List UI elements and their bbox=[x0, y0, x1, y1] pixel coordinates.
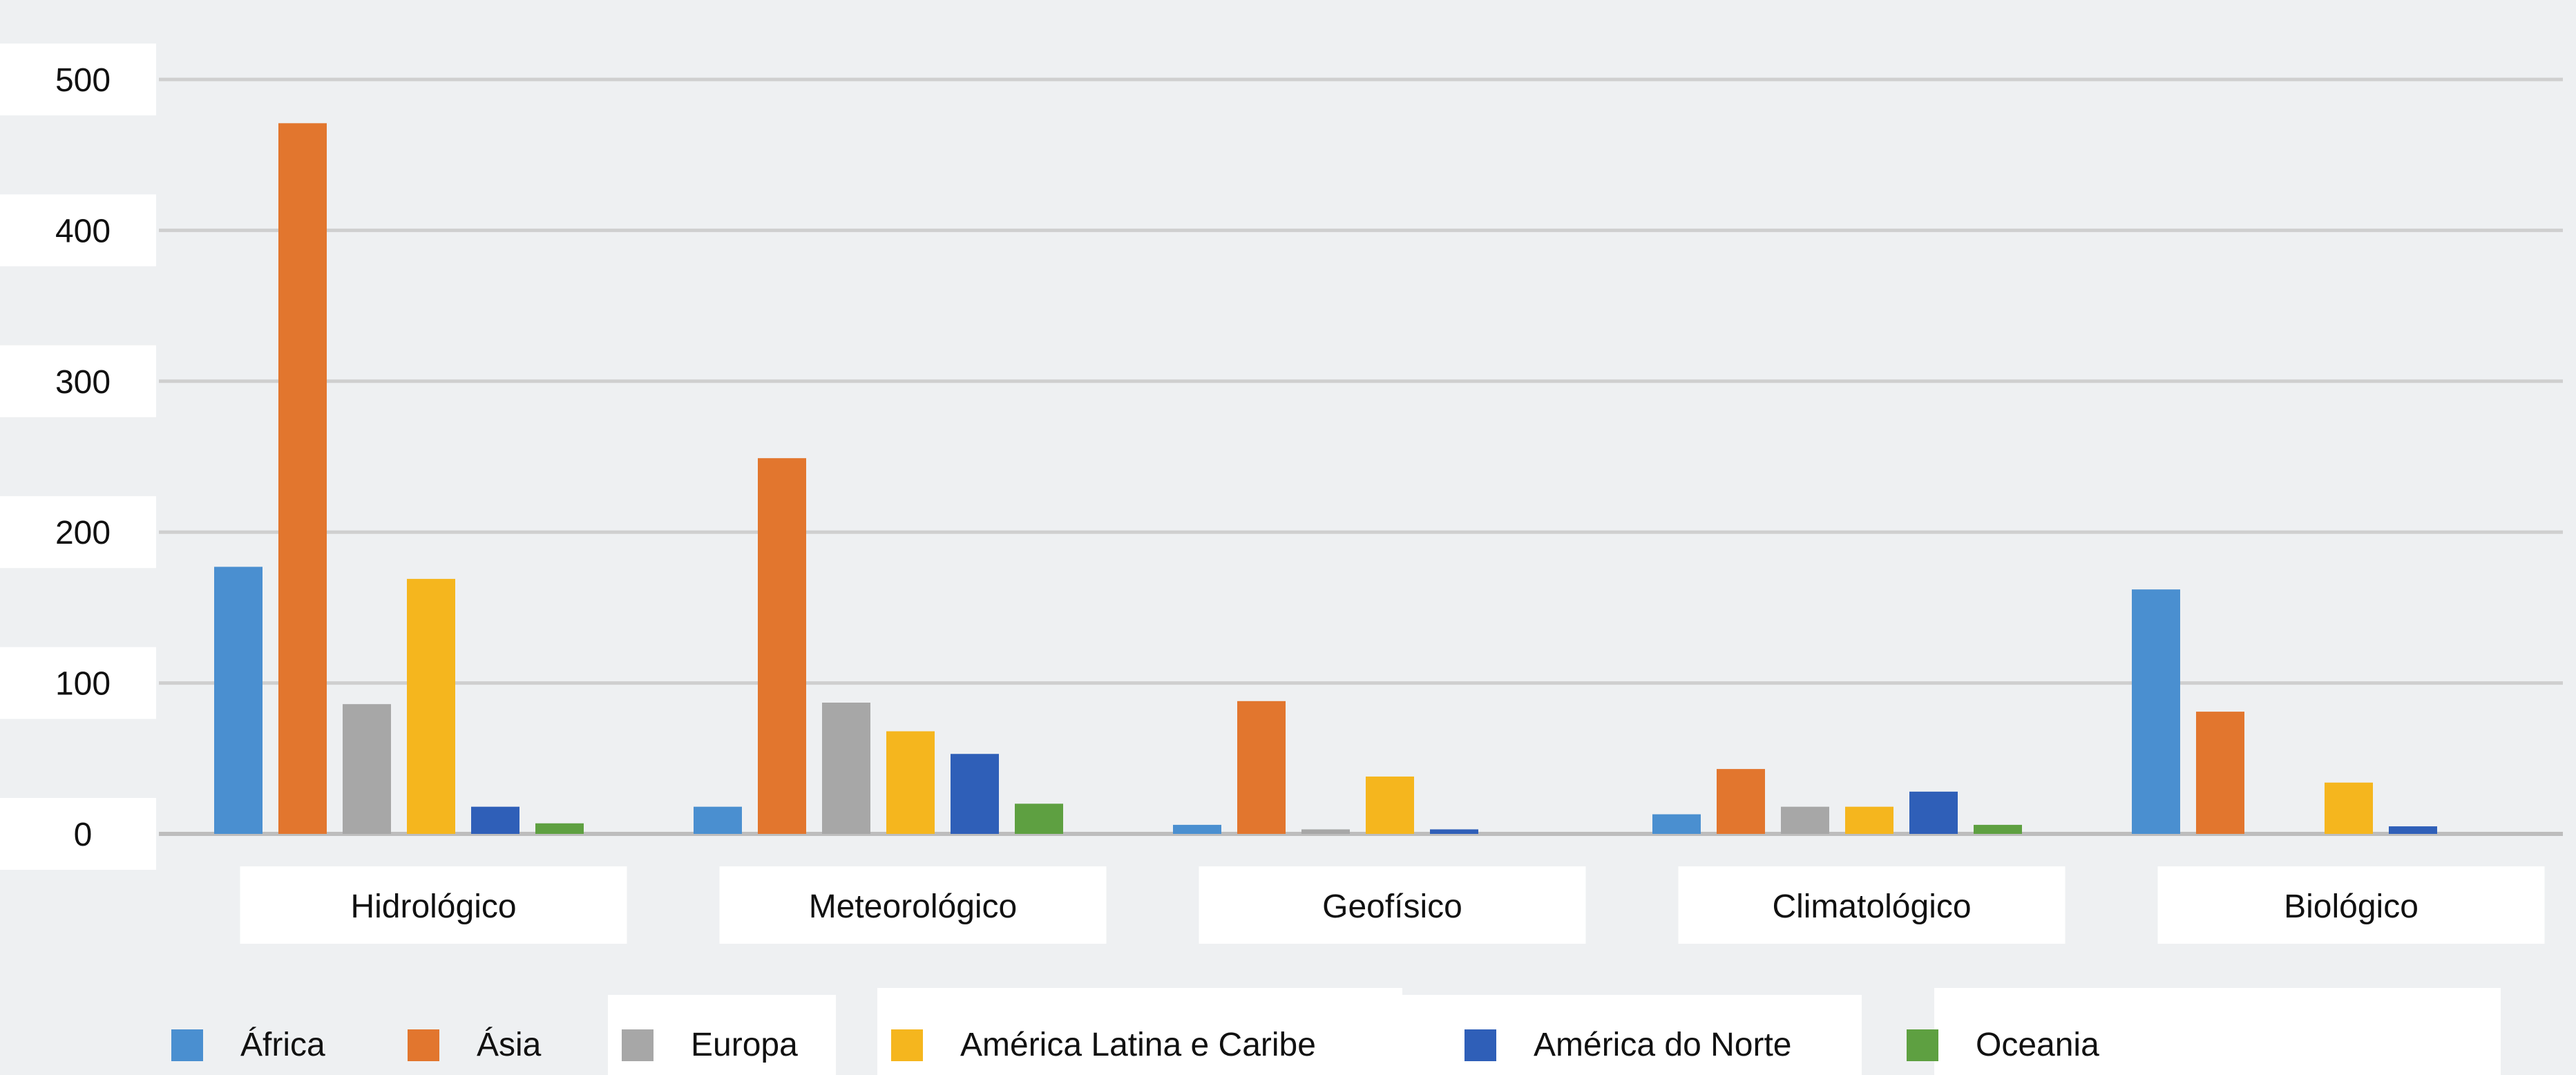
category-box bbox=[1199, 866, 1586, 944]
bar-meteorologico-africa bbox=[694, 806, 742, 834]
bar-geofisico-europa bbox=[1301, 829, 1350, 834]
bar-hidrologico-africa bbox=[214, 567, 263, 834]
y-tick-box bbox=[0, 798, 156, 870]
bar-meteorologico-oceania bbox=[1015, 803, 1063, 834]
legend-swatch-america-do-norte bbox=[1464, 1029, 1496, 1061]
y-tick-label-400: 400 bbox=[55, 213, 111, 249]
bar-geofisico-africa bbox=[1173, 824, 1221, 834]
legend-box bbox=[877, 988, 1402, 1075]
bar-meteorologico-america-latina-e-caribe bbox=[886, 731, 935, 834]
bar-hidrologico-asia bbox=[278, 123, 327, 835]
bar-meteorologico-europa bbox=[822, 702, 870, 834]
category-labels: Hidrológico Meteorológico Geofísico Climato… bbox=[240, 866, 2545, 944]
category-label-hidrologico: Hidrológico bbox=[350, 888, 516, 925]
bar-climatologico-america-latina-e-caribe bbox=[1845, 806, 1893, 834]
bar-geofisico-america-do-norte bbox=[1430, 829, 1478, 834]
category-box bbox=[719, 866, 1107, 944]
bar-climatologico-africa bbox=[1652, 814, 1701, 834]
legend-label-asia: Ásia bbox=[477, 1027, 542, 1063]
bar-hidrologico-europa bbox=[343, 704, 391, 834]
bar-meteorologico-america-do-norte bbox=[951, 754, 999, 834]
y-tick-box bbox=[0, 345, 156, 417]
y-tick-box bbox=[0, 194, 156, 267]
legend-label-america-do-norte: América do Norte bbox=[1534, 1027, 1791, 1063]
bar-climatologico-america-do-norte bbox=[1909, 791, 1958, 834]
y-tick-box bbox=[0, 496, 156, 569]
legend-label-europa: Europa bbox=[691, 1027, 798, 1063]
bar-hidrologico-america-do-norte bbox=[471, 806, 519, 834]
category-label-geofisico: Geofísico bbox=[1322, 888, 1462, 925]
bar-biologico-america-do-norte bbox=[2389, 826, 2437, 834]
bar-climatologico-europa bbox=[1781, 806, 1829, 834]
bar-geofisico-asia bbox=[1237, 701, 1286, 834]
bar-biologico-america-latina-e-caribe bbox=[2325, 782, 2373, 834]
legend-swatch-europa bbox=[622, 1029, 653, 1061]
legend-swatch-asia bbox=[408, 1029, 439, 1061]
legend-label-america-latina-e-caribe: América Latina e Caribe bbox=[960, 1027, 1316, 1063]
y-tick-label-200: 200 bbox=[55, 515, 111, 551]
category-label-biologico: Biológico bbox=[2284, 888, 2418, 925]
category-label-meteorologico: Meteorológico bbox=[809, 888, 1018, 925]
bar-hidrologico-oceania bbox=[535, 823, 584, 834]
bars bbox=[214, 123, 2437, 835]
bar-geofisico-america-latina-e-caribe bbox=[1366, 777, 1414, 834]
legend-label-africa: África bbox=[240, 1027, 325, 1063]
category-box bbox=[240, 866, 627, 944]
category-box bbox=[2157, 866, 2545, 944]
legend-swatch-africa bbox=[171, 1029, 203, 1061]
bar-biologico-asia bbox=[2196, 712, 2244, 834]
legend-box bbox=[1378, 995, 1862, 1075]
y-tick-label-500: 500 bbox=[55, 62, 111, 99]
bar-hidrologico-america-latina-e-caribe bbox=[407, 578, 455, 834]
legend: África Ásia Europa América Latina e Caribe A… bbox=[171, 988, 2501, 1075]
y-axis-ticks: 0 100 200 300 400 500 bbox=[0, 44, 156, 870]
y-tick-label-0: 0 bbox=[74, 817, 93, 853]
category-label-climatologico: Climatológico bbox=[1772, 888, 1971, 925]
bar-meteorologico-asia bbox=[758, 458, 806, 834]
legend-label-oceania: Oceania bbox=[1976, 1027, 2099, 1063]
category-box bbox=[1678, 866, 2065, 944]
bar-climatologico-oceania bbox=[1974, 824, 2022, 834]
legend-box bbox=[1934, 988, 2501, 1075]
legend-swatch-america-latina-e-caribe bbox=[891, 1029, 923, 1061]
y-tick-box bbox=[0, 44, 156, 115]
y-tick-label-300: 300 bbox=[55, 364, 111, 401]
legend-swatch-oceania bbox=[1907, 1029, 1938, 1061]
bar-biologico-africa bbox=[2132, 589, 2180, 834]
y-tick-box bbox=[0, 647, 156, 719]
bar-climatologico-asia bbox=[1717, 769, 1765, 834]
y-tick-label-100: 100 bbox=[55, 666, 111, 703]
